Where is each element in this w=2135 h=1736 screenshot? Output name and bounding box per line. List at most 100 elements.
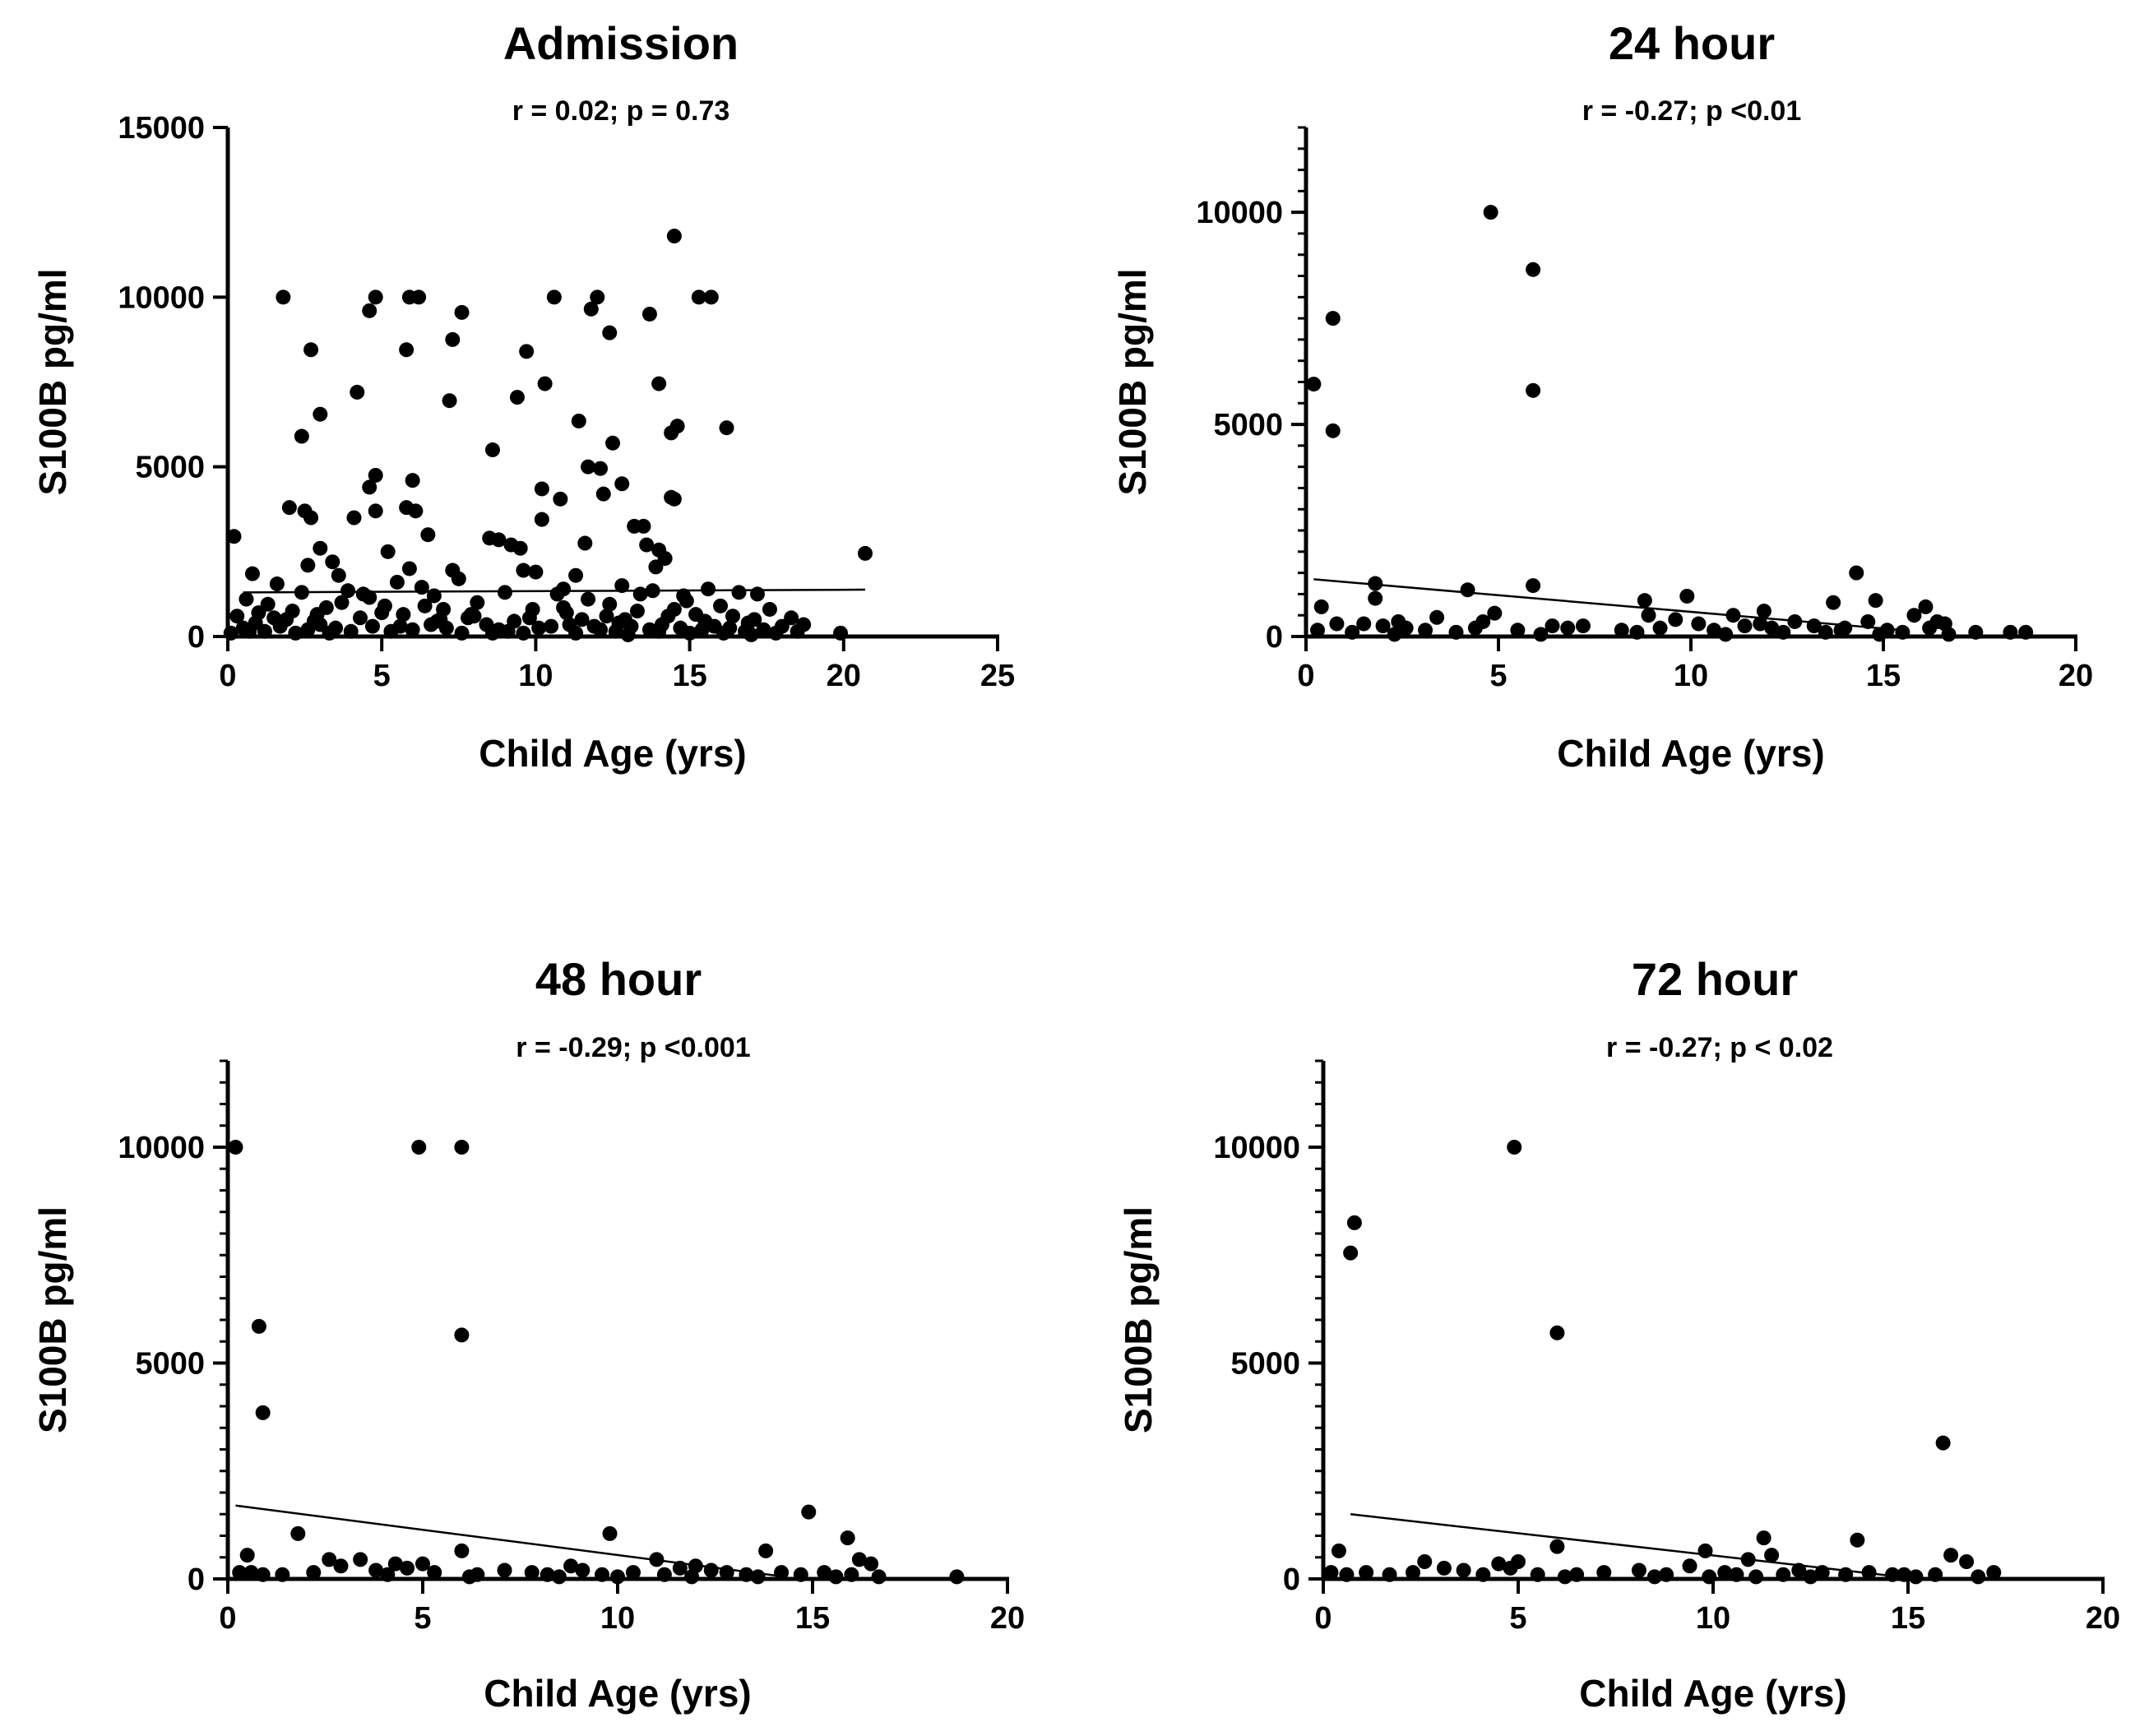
data-point — [656, 1567, 672, 1582]
x-tick-label: 10 — [1674, 659, 1708, 693]
y-tick-label: 10000 — [118, 280, 205, 315]
x-tick-label: 5 — [1509, 1601, 1526, 1636]
data-point — [1467, 620, 1483, 636]
data-point — [2003, 624, 2018, 640]
data-point — [380, 1567, 396, 1582]
data-point — [1456, 1562, 1471, 1578]
data-point — [614, 578, 630, 594]
data-point — [1436, 1560, 1452, 1576]
data-point — [614, 476, 630, 492]
data-point — [266, 610, 282, 626]
data-point — [470, 595, 485, 610]
data-point — [793, 1567, 808, 1582]
data-point — [1826, 595, 1841, 610]
data-point — [454, 1140, 470, 1155]
data-point — [1487, 605, 1503, 621]
data-point — [1702, 1569, 1717, 1585]
data-point — [691, 289, 706, 305]
data-point — [1614, 623, 1629, 638]
data-point — [611, 615, 627, 631]
data-point — [703, 1562, 719, 1578]
data-point — [750, 1569, 766, 1585]
data-point — [429, 613, 445, 629]
x-tick-label: 5 — [1489, 659, 1507, 693]
data-point — [790, 623, 805, 639]
data-point — [864, 1556, 879, 1572]
data-point — [581, 459, 596, 475]
data-point — [1507, 1140, 1522, 1155]
data-point — [703, 289, 719, 305]
data-point — [586, 618, 602, 634]
y-tick-label: 0 — [188, 620, 205, 655]
data-point — [949, 1569, 965, 1585]
y-tick-label: 0 — [1266, 620, 1283, 655]
data-point — [556, 581, 572, 597]
data-point — [749, 586, 765, 602]
data-point — [1908, 1569, 1924, 1585]
data-point — [1306, 377, 1322, 392]
data-point — [1637, 593, 1652, 609]
data-point — [255, 1567, 271, 1582]
data-point — [871, 1569, 887, 1585]
data-point — [694, 622, 710, 637]
data-point — [1503, 1560, 1518, 1576]
data-point — [590, 289, 605, 305]
data-point — [1725, 608, 1741, 623]
data-point — [1526, 382, 1541, 398]
data-point — [364, 618, 380, 634]
chart-subtitle: r = -0.29; p <0.001 — [516, 1032, 750, 1063]
x-tick-label: 15 — [672, 659, 706, 693]
x-axis-label: Child Age (yrs) — [479, 732, 746, 775]
data-point — [1764, 620, 1780, 636]
data-point — [595, 486, 611, 502]
data-point — [519, 344, 535, 359]
data-point — [844, 1567, 859, 1582]
data-point — [396, 607, 411, 623]
data-point — [334, 595, 350, 610]
data-point — [313, 406, 328, 422]
data-point — [303, 510, 319, 525]
data-point — [553, 491, 568, 507]
x-axis-label: Child Age (yrs) — [1579, 1672, 1846, 1715]
data-point — [1345, 624, 1360, 640]
data-point — [1740, 1552, 1756, 1567]
data-point — [817, 1565, 832, 1581]
data-point — [1814, 1565, 1830, 1581]
data-point — [551, 1569, 567, 1585]
data-point — [1776, 624, 1791, 640]
data-point — [581, 591, 596, 607]
data-point — [664, 425, 679, 441]
data-point — [389, 574, 405, 590]
data-point — [306, 1565, 322, 1581]
regression-line — [1313, 578, 1903, 632]
data-point — [380, 544, 396, 559]
data-point — [524, 1565, 540, 1581]
data-point — [1560, 620, 1576, 636]
data-point — [346, 510, 362, 525]
data-point — [648, 559, 664, 575]
data-point — [417, 598, 433, 613]
data-point — [294, 428, 309, 444]
data-point — [556, 599, 572, 615]
data-point — [400, 1560, 415, 1576]
data-point — [516, 562, 531, 578]
data-point — [1896, 1567, 1912, 1582]
data-point — [427, 1565, 442, 1581]
data-point — [756, 622, 771, 637]
data-point — [632, 586, 648, 602]
data-point — [1943, 1548, 1959, 1563]
data-point — [1346, 1215, 1362, 1230]
data-point — [1718, 627, 1734, 642]
data-point — [1860, 613, 1876, 629]
data-point — [1806, 618, 1822, 634]
data-point — [1429, 609, 1445, 625]
data-point — [1631, 1562, 1646, 1578]
data-point — [641, 306, 657, 322]
panel-48-hour: 48 hour r = -0.29; p <0.001 0 5000 10000 0 5 10… — [31, 953, 1025, 1715]
data-point — [758, 1543, 774, 1558]
data-point — [1818, 624, 1833, 640]
data-point — [1849, 565, 1864, 581]
data-point — [688, 607, 704, 623]
data-point — [641, 622, 657, 637]
data-point — [1359, 1565, 1374, 1581]
